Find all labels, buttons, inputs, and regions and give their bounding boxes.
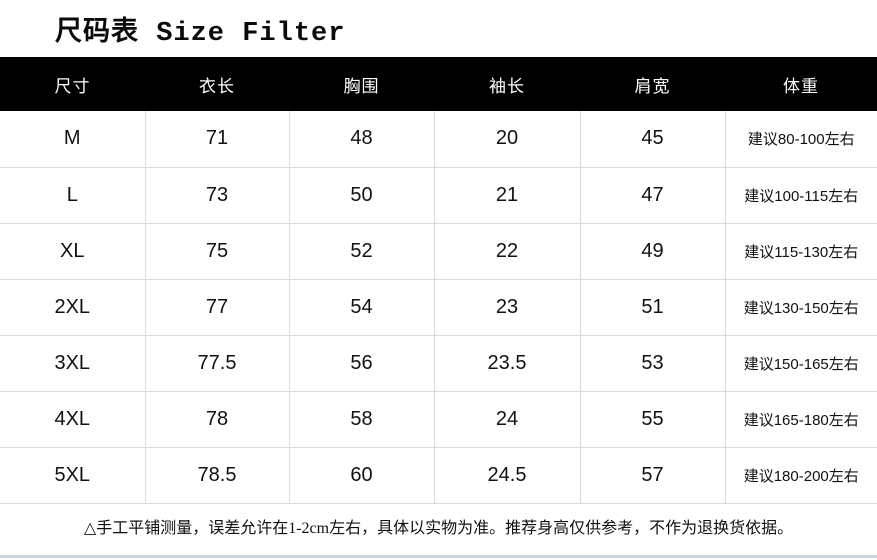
chest-cell: 52 — [288, 223, 435, 280]
size-cell: XL — [0, 223, 146, 280]
weight-cell: 建议165-180左右 — [724, 391, 877, 448]
weight-cell: 建议80-100左右 — [724, 111, 877, 168]
weight-cell: 建议150-165左右 — [724, 335, 877, 392]
sleeve-cell: 23 — [433, 279, 581, 336]
shoulder-cell: 49 — [579, 223, 726, 280]
chest-cell: 58 — [288, 391, 435, 448]
sleeve-cell: 21 — [433, 167, 581, 224]
table-row: XL 75 52 22 49 建议115-130左右 — [0, 223, 877, 280]
length-cell: 77.5 — [144, 335, 290, 392]
size-cell: 3XL — [0, 335, 146, 392]
header-cell-size: 尺寸 — [0, 57, 145, 111]
table-row: L 73 50 21 47 建议100-115左右 — [0, 167, 877, 224]
table-row: 3XL 77.5 56 23.5 53 建议150-165左右 — [0, 335, 877, 392]
length-cell: 77 — [144, 279, 290, 336]
length-cell: 75 — [144, 223, 290, 280]
header-cell-chest: 胸围 — [289, 57, 434, 111]
shoulder-cell: 47 — [579, 167, 726, 224]
sleeve-cell: 22 — [433, 223, 581, 280]
chest-cell: 54 — [288, 279, 435, 336]
table-body: M 71 48 20 45 建议80-100左右 L 73 50 21 47 建… — [0, 111, 877, 504]
size-cell: 2XL — [0, 279, 146, 336]
sleeve-cell: 20 — [433, 111, 581, 168]
size-table: 尺寸 衣长 胸围 袖长 肩宽 体重 M 71 48 20 45 建议80-100… — [0, 57, 877, 504]
weight-cell: 建议100-115左右 — [724, 167, 877, 224]
shoulder-cell: 45 — [579, 111, 726, 168]
length-cell: 73 — [144, 167, 290, 224]
sleeve-cell: 23.5 — [433, 335, 581, 392]
size-cell: 4XL — [0, 391, 146, 448]
shoulder-cell: 51 — [579, 279, 726, 336]
size-cell: M — [0, 111, 146, 168]
weight-cell: 建议180-200左右 — [724, 447, 877, 504]
size-cell: 5XL — [0, 447, 146, 504]
table-header: 尺寸 衣长 胸围 袖长 肩宽 体重 — [0, 57, 877, 111]
bottom-divider — [0, 555, 877, 558]
size-cell: L — [0, 167, 146, 224]
weight-cell: 建议115-130左右 — [724, 223, 877, 280]
length-cell: 71 — [144, 111, 290, 168]
measurement-footnote: △手工平铺测量，误差允许在1-2cm左右，具体以实物为准。推荐身高仅供参考，不作… — [83, 519, 794, 537]
table-row: 5XL 78.5 60 24.5 57 建议180-200左右 — [0, 447, 877, 504]
chest-cell: 60 — [288, 447, 435, 504]
table-row: 2XL 77 54 23 51 建议130-150左右 — [0, 279, 877, 336]
header-cell-sleeve: 袖长 — [434, 57, 580, 111]
table-row: 4XL 78 58 24 55 建议165-180左右 — [0, 391, 877, 448]
sleeve-cell: 24 — [433, 391, 581, 448]
page-title: 尺码表 Size Filter — [55, 18, 346, 49]
header-cell-shoulder: 肩宽 — [580, 57, 725, 111]
chest-cell: 56 — [288, 335, 435, 392]
table-row: M 71 48 20 45 建议80-100左右 — [0, 111, 877, 168]
shoulder-cell: 55 — [579, 391, 726, 448]
header-cell-weight: 体重 — [725, 57, 877, 111]
shoulder-cell: 57 — [579, 447, 726, 504]
chest-cell: 48 — [288, 111, 435, 168]
weight-cell: 建议130-150左右 — [724, 279, 877, 336]
table-header-row: 尺寸 衣长 胸围 袖长 肩宽 体重 — [0, 57, 877, 111]
length-cell: 78 — [144, 391, 290, 448]
header-cell-length: 衣长 — [145, 57, 289, 111]
sleeve-cell: 24.5 — [433, 447, 581, 504]
length-cell: 78.5 — [144, 447, 290, 504]
chest-cell: 50 — [288, 167, 435, 224]
shoulder-cell: 53 — [579, 335, 726, 392]
